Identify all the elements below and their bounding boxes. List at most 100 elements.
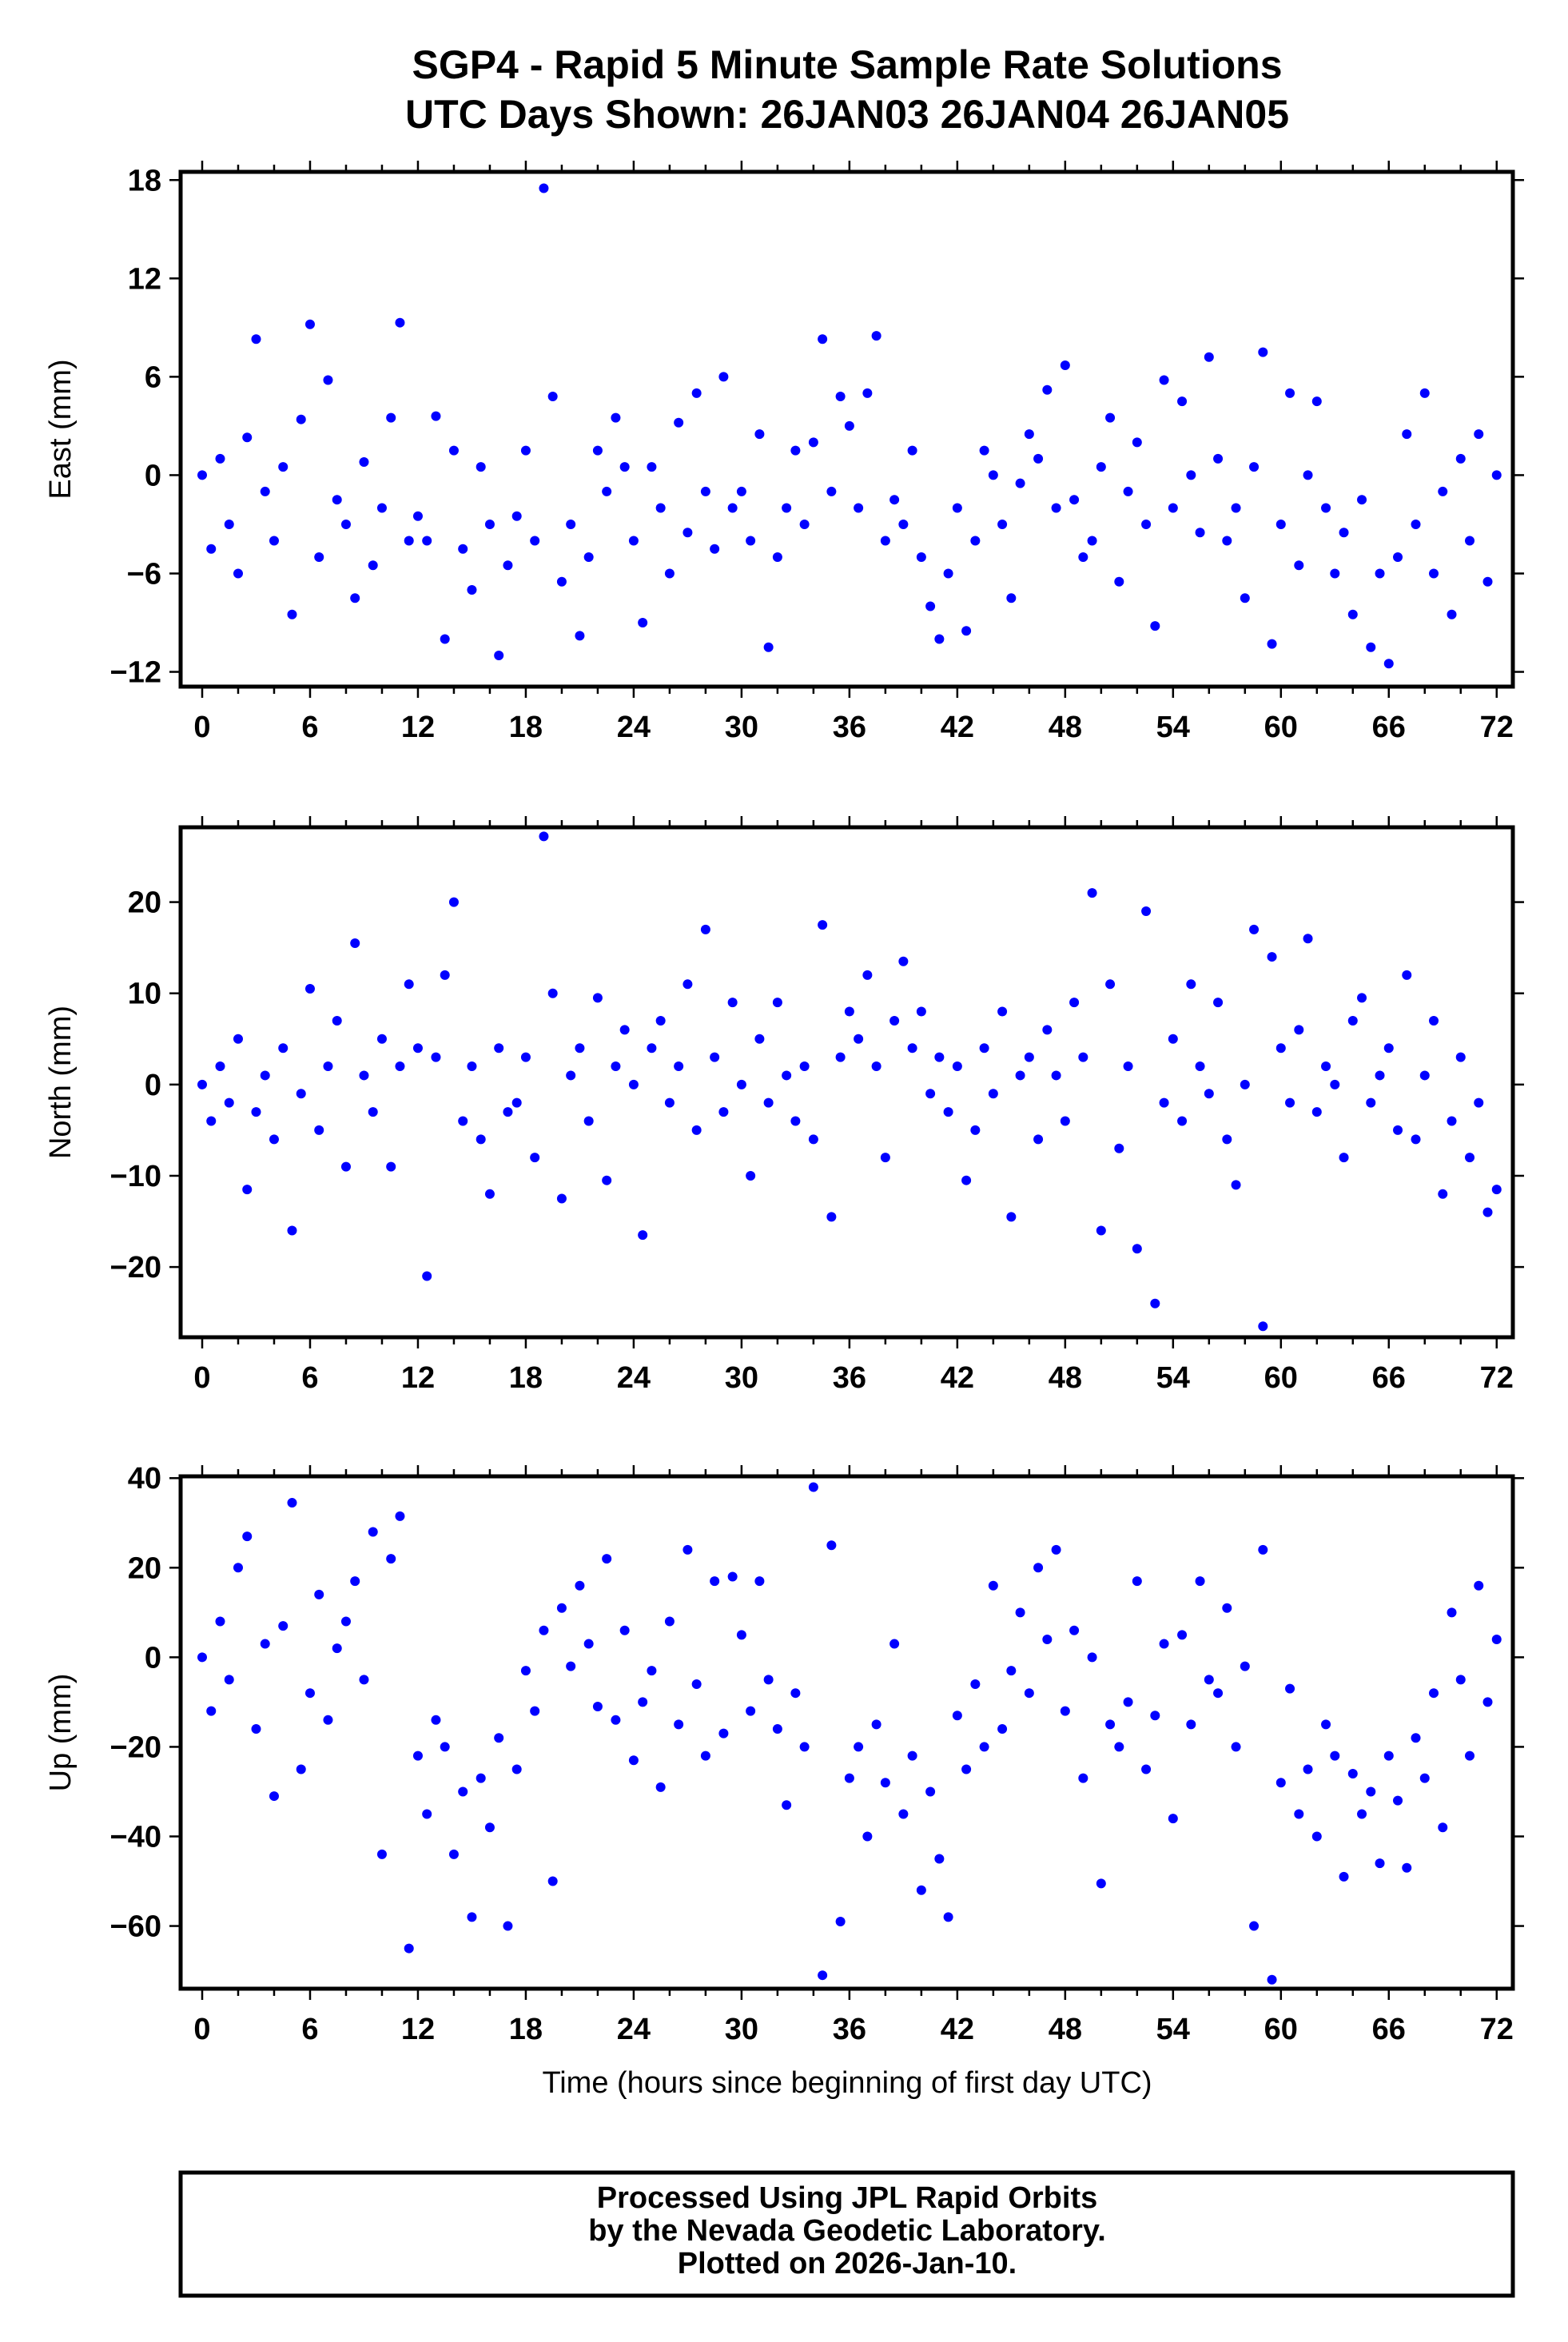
data-point xyxy=(1321,1061,1331,1072)
data-point xyxy=(961,1764,972,1774)
data-point xyxy=(1150,621,1160,631)
data-point xyxy=(1204,352,1214,362)
data-point xyxy=(1069,998,1080,1008)
data-point xyxy=(790,445,801,456)
data-point xyxy=(1285,1097,1295,1108)
data-point xyxy=(359,1675,369,1685)
data-point xyxy=(1285,388,1295,398)
data-point xyxy=(1177,1630,1188,1640)
data-point xyxy=(323,1061,333,1072)
data-point xyxy=(718,1107,729,1117)
x-tick-label: 66 xyxy=(1372,1361,1406,1395)
data-point xyxy=(1060,1706,1070,1716)
data-point xyxy=(1474,1097,1484,1108)
y-axis-label: North (mm) xyxy=(44,1006,78,1159)
data-point xyxy=(826,1212,837,1222)
data-point xyxy=(710,544,720,554)
data-point xyxy=(332,495,342,505)
data-point xyxy=(1411,1134,1421,1145)
data-point xyxy=(476,1134,486,1145)
data-point xyxy=(350,593,360,603)
data-point xyxy=(1375,1070,1385,1081)
data-point xyxy=(799,519,810,529)
data-point xyxy=(799,1742,810,1752)
y-tick-label: −40 xyxy=(110,1820,161,1854)
data-point xyxy=(233,1034,243,1044)
data-point xyxy=(251,1724,261,1735)
data-point xyxy=(943,1912,953,1922)
data-point xyxy=(907,445,917,456)
data-point xyxy=(1455,453,1466,464)
data-point xyxy=(458,1116,468,1126)
east-panel: 0 6 12 18 24 30 36 42 48 54 60 66 72 −12 −6 0 6 12 18 East … xyxy=(44,161,1524,744)
data-point xyxy=(647,462,657,472)
data-point xyxy=(898,519,909,529)
data-point xyxy=(943,1107,953,1117)
data-point xyxy=(448,1849,459,1859)
data-point xyxy=(1465,1751,1475,1761)
data-point xyxy=(934,634,945,644)
data-point xyxy=(1177,1116,1188,1126)
data-point xyxy=(1438,1189,1448,1199)
data-point xyxy=(1267,952,1277,962)
data-point xyxy=(1060,360,1070,371)
data-point xyxy=(790,1688,801,1699)
data-point xyxy=(404,536,414,546)
data-point xyxy=(1195,1576,1205,1587)
data-point xyxy=(647,1043,657,1054)
data-point xyxy=(889,1639,900,1649)
x-tick-label: 42 xyxy=(941,1361,974,1395)
data-point xyxy=(583,1639,594,1649)
y-tick-label: −6 xyxy=(127,557,161,591)
data-point xyxy=(647,1666,657,1676)
data-point xyxy=(1168,1814,1178,1824)
data-point xyxy=(332,1015,342,1026)
data-point xyxy=(1330,1079,1340,1089)
y-axis-label: Up (mm) xyxy=(44,1674,78,1792)
data-point xyxy=(1275,519,1286,529)
data-point xyxy=(287,1498,297,1508)
data-point xyxy=(727,1571,738,1582)
x-tick-label: 24 xyxy=(617,1361,651,1395)
data-point xyxy=(952,1711,962,1721)
data-point xyxy=(350,1576,360,1587)
x-tick-label: 54 xyxy=(1156,1361,1190,1395)
data-point xyxy=(934,1052,945,1062)
data-point xyxy=(395,317,405,328)
data-point xyxy=(1393,1795,1403,1806)
panels: 0 6 12 18 24 30 36 42 48 54 60 66 72−12−6061218East … xyxy=(44,161,1524,2046)
data-point xyxy=(628,536,639,546)
data-point xyxy=(1249,462,1260,472)
data-point xyxy=(1357,495,1367,505)
data-point xyxy=(530,1153,540,1163)
data-point xyxy=(1258,347,1268,357)
data-point xyxy=(664,1097,675,1108)
data-point xyxy=(1222,1134,1232,1145)
data-point xyxy=(925,1786,936,1797)
data-point xyxy=(1177,396,1188,407)
data-point xyxy=(880,536,890,546)
data-point xyxy=(844,420,854,431)
y-tick-label: 0 xyxy=(145,1641,161,1675)
data-point xyxy=(1186,470,1196,480)
x-tick-label: 12 xyxy=(401,2013,435,2046)
data-point xyxy=(655,1015,666,1026)
data-point xyxy=(412,1043,423,1054)
data-point xyxy=(1222,1603,1232,1613)
x-tick-label: 48 xyxy=(1049,711,1082,744)
data-point xyxy=(1366,642,1376,652)
data-point xyxy=(1455,1052,1466,1062)
data-point xyxy=(700,1751,710,1761)
data-point xyxy=(476,462,486,472)
x-tick-label: 48 xyxy=(1049,1361,1082,1395)
data-point xyxy=(1105,979,1116,990)
x-tick-label: 60 xyxy=(1264,1361,1298,1395)
data-point xyxy=(242,1185,253,1195)
data-point xyxy=(395,1511,405,1521)
data-point xyxy=(1249,1921,1260,1931)
data-point xyxy=(1429,1688,1439,1699)
y-tick-label: 12 xyxy=(128,262,161,296)
y-tick-label: −10 xyxy=(110,1160,161,1193)
